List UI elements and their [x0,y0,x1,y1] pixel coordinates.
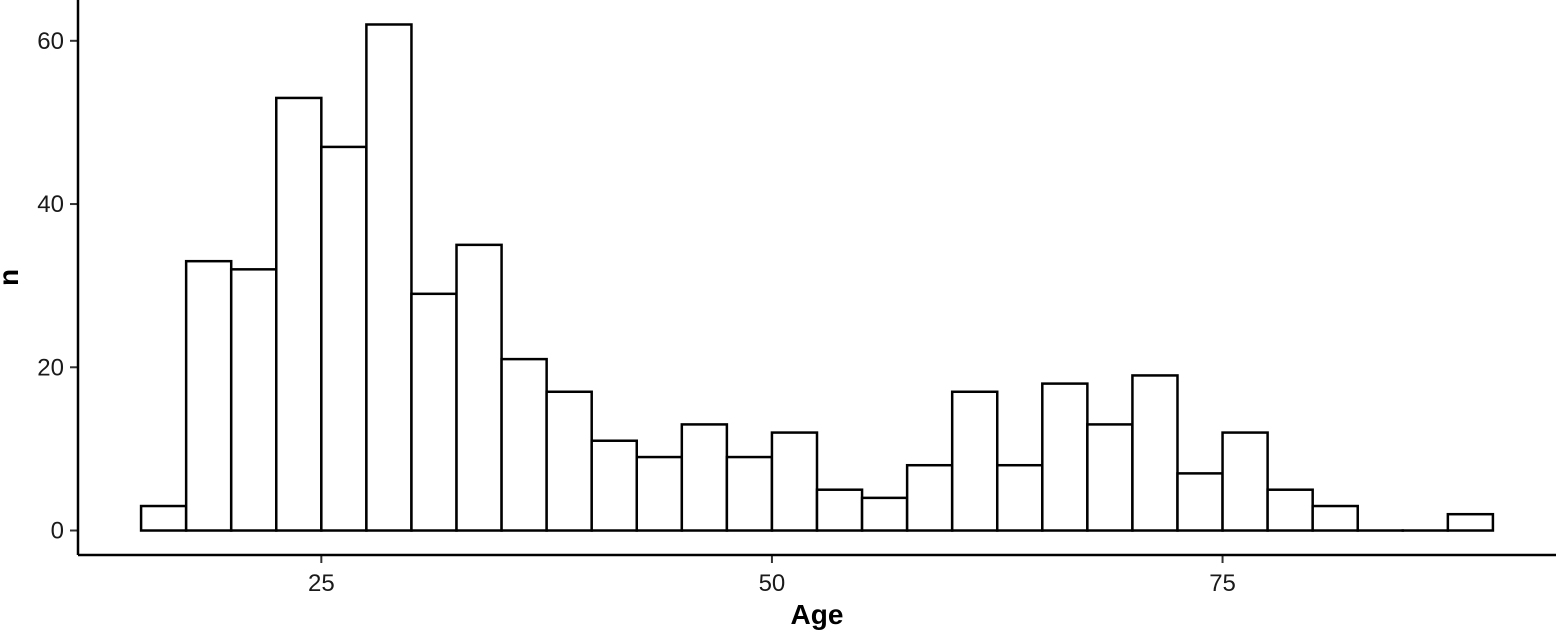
histogram-bar [500,357,548,532]
bars-group [139,23,1495,532]
histogram-bar [680,423,729,532]
y-tick-label: 0 [51,518,64,545]
histogram-bar [770,431,819,532]
histogram-bar [860,496,909,532]
histogram-bar [815,488,864,532]
histogram-bar [275,96,323,532]
x-tick-label: 25 [308,570,335,597]
histogram-bar [1311,504,1359,532]
histogram-bar [229,268,278,532]
histogram-bar [590,439,639,532]
histogram-bar [1131,374,1179,532]
histogram-bar [635,455,684,532]
histogram-bar [1086,423,1134,532]
y-tick-label: 20 [37,354,64,381]
histogram-bar [320,145,368,532]
histogram-bar [1266,488,1314,532]
histogram-bar [950,390,999,532]
y-tick-label: 60 [37,28,64,55]
x-axis-ticks: 25 50 75 [308,555,1236,597]
histogram-bar [139,504,188,532]
histogram-bar [455,243,503,532]
histogram-bar [1221,431,1269,532]
histogram-bar [905,463,954,532]
histogram-bar [184,259,233,532]
histogram-bar [1041,382,1089,532]
histogram-bar [410,292,458,532]
x-axis-title: Age [791,599,844,630]
histogram-bar [725,455,774,532]
y-tick-label: 40 [37,191,64,218]
histogram-bar [995,463,1044,532]
histogram-bar [545,390,593,532]
histogram-bar [1446,512,1495,532]
y-axis-ticks: 0 20 40 60 [37,28,78,545]
histogram-bar [1176,472,1224,532]
x-tick-label: 50 [759,570,786,597]
y-axis-title: n [0,269,24,286]
x-tick-label: 75 [1209,570,1236,597]
histogram-bar [365,23,413,532]
